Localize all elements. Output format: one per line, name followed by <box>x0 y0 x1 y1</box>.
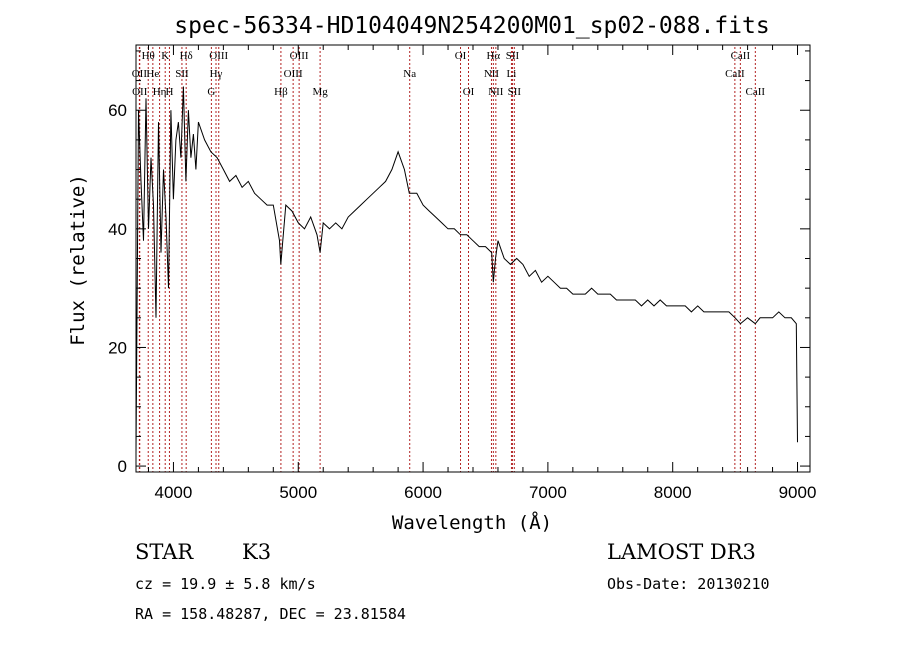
survey-name: LAMOST DR3 <box>607 540 756 564</box>
line-label-12: Hβ <box>274 86 288 98</box>
line-label-1: OII <box>132 68 148 80</box>
line-label-25: CaII <box>731 50 751 62</box>
line-label-20: NII <box>484 68 500 80</box>
line-label-14: OIII <box>290 50 309 62</box>
line-label-8: Hδ <box>180 50 193 62</box>
line-label-13: OIII <box>284 68 303 80</box>
y-tick-label-1: 20 <box>108 338 127 357</box>
line-label-2: OII <box>132 86 148 98</box>
y-axis-ticks: 0 20 40 60 <box>108 50 810 476</box>
x-axis-ticks: 4000 5000 6000 7000 8000 9000 <box>147 45 817 502</box>
line-label-23: Li <box>507 68 517 80</box>
line-label-21: NII <box>488 86 504 98</box>
line-label-4: Hη <box>153 86 167 98</box>
line-label-9: OIII <box>209 50 228 62</box>
x-tick-label-0: 4000 <box>155 483 193 502</box>
plot-frame <box>135 44 811 473</box>
x-tick-label-1: 5000 <box>279 483 317 502</box>
line-label-16: Na <box>403 68 416 80</box>
y-tick-label-0: 0 <box>118 457 127 476</box>
line-label-7: SII <box>175 68 189 80</box>
spectrum-series <box>135 86 798 455</box>
line-label-22: SII <box>506 50 520 62</box>
y-axis-label: Flux (relative) <box>67 174 89 346</box>
line-label-0: Hθ <box>142 50 155 62</box>
x-tick-label-2: 6000 <box>404 483 442 502</box>
line-label-26: CaII <box>725 68 745 80</box>
line-label-18: OI <box>463 86 475 98</box>
line-label-27: CaII <box>746 86 766 98</box>
line-label-15: Mg <box>312 86 328 98</box>
line-label-17: OI <box>455 50 467 62</box>
observation-date: Obs-Date: 20130210 <box>607 575 770 593</box>
line-label-24: SII <box>508 86 522 98</box>
line-label-5: K <box>161 50 169 62</box>
line-label-10: Hγ <box>210 68 223 80</box>
redshift-cz: cz = 19.9 ± 5.8 km/s <box>135 575 316 593</box>
chart-title: spec-56334-HD104049N254200M01_sp02-088.f… <box>174 13 769 39</box>
line-label-6: H <box>165 86 173 98</box>
object-subclass: K3 <box>242 540 271 564</box>
x-tick-label-5: 9000 <box>779 483 817 502</box>
ra-dec-coordinates: RA = 158.48287, DEC = 23.81584 <box>135 605 406 623</box>
line-label-3: He <box>146 68 159 80</box>
object-class: STAR <box>135 540 194 564</box>
x-tick-label-3: 7000 <box>529 483 567 502</box>
x-tick-label-4: 8000 <box>654 483 692 502</box>
y-tick-label-3: 60 <box>108 101 127 120</box>
spectral-line-markers <box>138 47 756 472</box>
line-label-19: Hα <box>486 50 500 62</box>
line-label-11: G <box>207 86 215 98</box>
x-axis-label: Wavelength (Å) <box>392 511 552 534</box>
y-tick-label-2: 40 <box>108 220 127 239</box>
